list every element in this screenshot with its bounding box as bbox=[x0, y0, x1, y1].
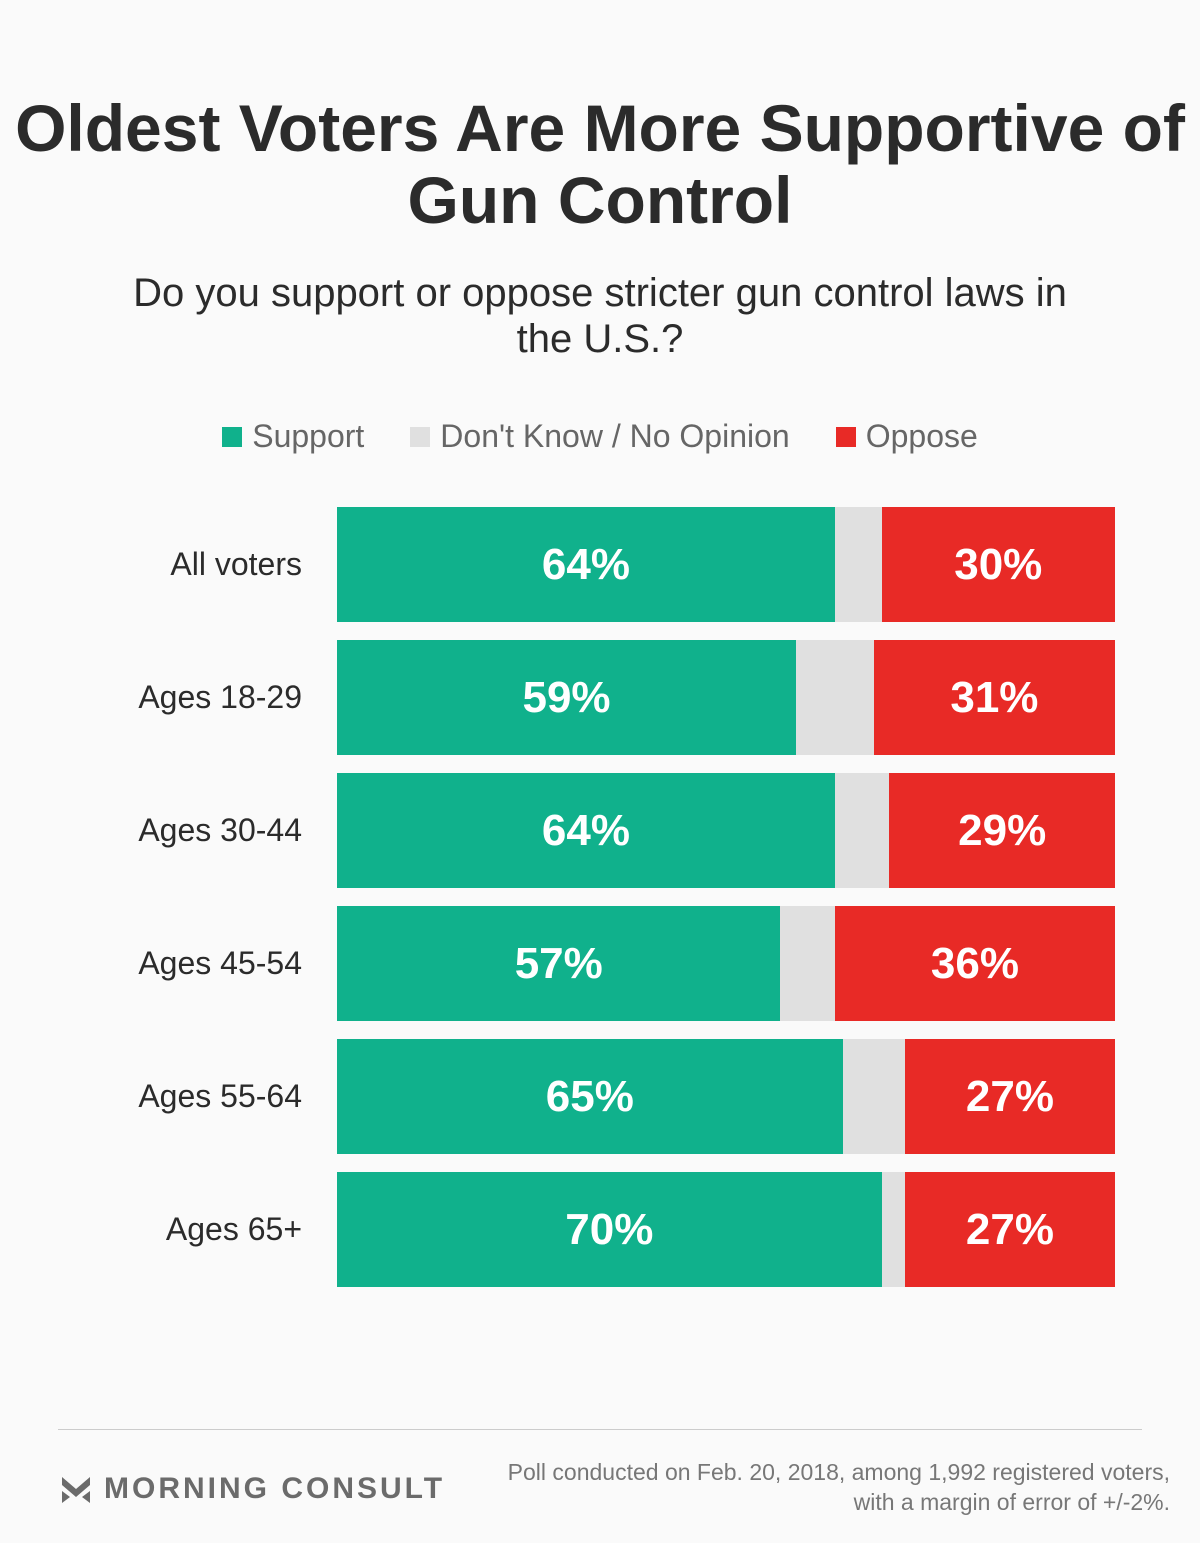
category-label: Ages 45-54 bbox=[138, 945, 302, 981]
legend-item-dont-know: Don't Know / No Opinion bbox=[410, 418, 790, 455]
stacked-bar: 59% 31% bbox=[337, 640, 1115, 755]
legend-swatch-dont-know bbox=[410, 426, 431, 447]
bar-segment-dont-know bbox=[834, 507, 882, 622]
legend-label: Oppose bbox=[865, 418, 978, 454]
legend-item-oppose: Oppose bbox=[835, 418, 978, 455]
morning-consult-logo: MORNING CONSULT bbox=[62, 1472, 445, 1506]
legend-label: Support bbox=[252, 418, 365, 454]
category-label: Ages 18-29 bbox=[138, 679, 302, 715]
data-label: 59% bbox=[522, 672, 611, 722]
data-label: 57% bbox=[514, 938, 603, 988]
category-label: Ages 65+ bbox=[165, 1211, 302, 1247]
data-label: 30% bbox=[954, 539, 1043, 589]
brand-name: MORNING CONSULT bbox=[104, 1472, 446, 1505]
bar-segment-support: 59% bbox=[337, 640, 797, 755]
category-label: Ages 30-44 bbox=[138, 812, 302, 848]
legend-label: Don't Know / No Opinion bbox=[440, 418, 790, 454]
legend-item-support: Support bbox=[222, 418, 364, 455]
bar-segment-support: 64% bbox=[337, 507, 835, 622]
bar-row: Ages 45-54 57% 36% bbox=[0, 906, 1200, 1021]
bar-segment-dont-know bbox=[842, 1039, 905, 1154]
bar-segment-dont-know bbox=[780, 906, 835, 1021]
bar-segment-support: 57% bbox=[337, 906, 781, 1021]
bar-segment-oppose: 30% bbox=[881, 507, 1115, 622]
chart-title: Oldest Voters Are More Supportive of Gun… bbox=[15, 91, 1185, 237]
legend-swatch-oppose bbox=[835, 426, 856, 447]
stacked-bar: 65% 27% bbox=[337, 1039, 1115, 1154]
category-label: Ages 55-64 bbox=[138, 1078, 302, 1114]
legend-swatch-support bbox=[222, 426, 243, 447]
data-label: 65% bbox=[545, 1071, 634, 1121]
data-label: 31% bbox=[950, 672, 1039, 722]
bar-row: All voters 64% 30% bbox=[0, 507, 1200, 622]
bar-segment-support: 64% bbox=[337, 773, 835, 888]
data-label: 27% bbox=[965, 1204, 1054, 1254]
bar-segment-oppose: 36% bbox=[834, 906, 1115, 1021]
bar-segment-oppose: 29% bbox=[889, 773, 1115, 888]
bar-segment-dont-know bbox=[881, 1172, 905, 1287]
morning-consult-m-icon bbox=[62, 1477, 90, 1503]
data-label: 27% bbox=[965, 1071, 1054, 1121]
legend: Support Don't Know / No Opinion Oppose bbox=[0, 418, 1200, 455]
poll-note: Poll conducted on Feb. 20, 2018, among 1… bbox=[507, 1459, 1170, 1515]
data-label: 64% bbox=[541, 805, 630, 855]
bar-row: Ages 55-64 65% 27% bbox=[0, 1039, 1200, 1154]
bar-row: Ages 30-44 64% 29% bbox=[0, 773, 1200, 888]
bar-segment-oppose: 27% bbox=[904, 1039, 1115, 1154]
bar-segment-dont-know bbox=[796, 640, 874, 755]
bar-row: Ages 18-29 59% 31% bbox=[0, 640, 1200, 755]
stacked-bar: 64% 30% bbox=[337, 507, 1115, 622]
bar-segment-oppose: 27% bbox=[904, 1172, 1115, 1287]
bar-segment-support: 65% bbox=[337, 1039, 843, 1154]
bar-segment-dont-know bbox=[834, 773, 890, 888]
data-label: 70% bbox=[565, 1204, 654, 1254]
data-label: 29% bbox=[958, 805, 1047, 855]
bar-segment-oppose: 31% bbox=[873, 640, 1115, 755]
bar-row: Ages 65+ 70% 27% bbox=[0, 1172, 1200, 1287]
stacked-bar: 57% 36% bbox=[337, 906, 1115, 1021]
divider bbox=[58, 1429, 1142, 1430]
data-label: 64% bbox=[541, 539, 630, 589]
stacked-bar: 64% 29% bbox=[337, 773, 1115, 888]
chart-subtitle: Do you support or oppose stricter gun co… bbox=[133, 271, 1067, 361]
bar-segment-support: 70% bbox=[337, 1172, 882, 1287]
data-label: 36% bbox=[930, 938, 1019, 988]
stacked-bar: 70% 27% bbox=[337, 1172, 1115, 1287]
category-label: All voters bbox=[170, 546, 302, 582]
